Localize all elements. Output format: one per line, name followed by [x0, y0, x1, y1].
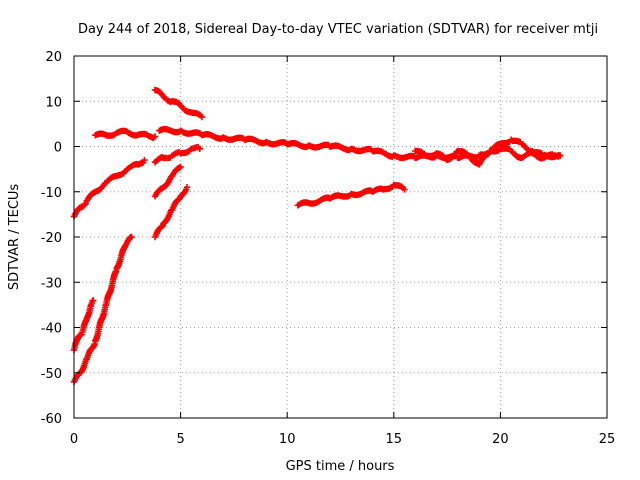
series-markers — [411, 145, 564, 168]
series-track-e — [151, 86, 206, 121]
series-markers — [70, 233, 135, 385]
series-markers — [151, 86, 206, 121]
y-tick-label: -60 — [41, 412, 62, 427]
grid-lines — [74, 56, 607, 418]
series-track-j — [411, 145, 564, 168]
series-track-g — [151, 163, 184, 200]
y-tick-label: -10 — [41, 186, 62, 201]
x-tick-label: 20 — [492, 432, 509, 447]
x-tick-label: 0 — [70, 432, 78, 447]
series-markers — [70, 156, 148, 220]
series-markers — [151, 184, 191, 241]
x-tick-label: 25 — [599, 432, 616, 447]
y-axis-label: SDTVAR / TECUs — [7, 184, 22, 291]
axis-ticks: 0 5 10 15 20 25 -60 -50 -40 -30 -20 -10 0 10 20 — [41, 50, 616, 447]
x-tick-label: 15 — [386, 432, 403, 447]
x-axis-label: GPS time / hours — [286, 459, 395, 474]
y-tick-label: 20 — [45, 50, 62, 65]
data-points — [70, 86, 564, 385]
series-markers — [92, 127, 159, 141]
y-tick-label: -20 — [41, 231, 62, 246]
y-tick-label: 0 — [54, 141, 62, 156]
y-tick-label: -30 — [41, 276, 62, 291]
x-tick-label: 10 — [279, 432, 296, 447]
series-track-c — [70, 233, 135, 385]
series-track-a — [70, 156, 148, 220]
y-tick-label: -40 — [41, 322, 62, 337]
series-markers — [151, 163, 184, 200]
y-tick-label: 10 — [45, 95, 62, 110]
series-track-d — [92, 127, 159, 141]
y-tick-label: -50 — [41, 367, 62, 382]
x-tick-label: 5 — [176, 432, 184, 447]
chart-title: Day 244 of 2018, Sidereal Day-to-day VTE… — [78, 22, 598, 37]
series-markers — [156, 125, 564, 162]
series-markers — [294, 181, 408, 209]
series-markers — [151, 144, 203, 166]
series-track-h — [151, 184, 191, 241]
series-track-f — [151, 144, 203, 166]
series-track-i — [156, 125, 564, 162]
series-track-k — [294, 181, 408, 209]
